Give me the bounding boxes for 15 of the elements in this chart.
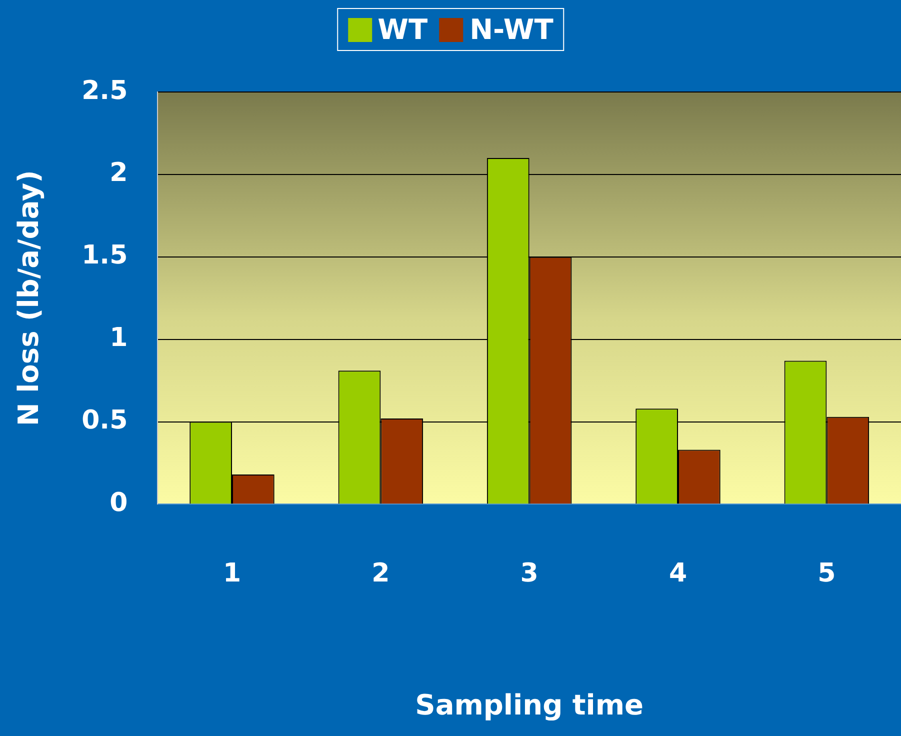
x-tick-label: 5: [818, 558, 836, 589]
y-axis-title: N loss (lb/a/day): [12, 170, 46, 426]
x-tick-label: 3: [520, 558, 538, 589]
x-tick-label: 1: [222, 558, 242, 589]
y-tick-label: 0: [110, 488, 128, 518]
x-tick-label: 4: [668, 558, 688, 589]
x-axis-title: Sampling time: [415, 688, 644, 722]
y-tick-label: 1.5: [82, 240, 128, 271]
legend-label: WT: [378, 13, 428, 46]
y-tick-label: 2: [110, 158, 128, 188]
y-tick-label: 0.5: [82, 406, 128, 436]
y-tick-label: 1: [110, 323, 128, 354]
legend-label: N-WT: [470, 13, 554, 46]
x-tick-label: 2: [372, 558, 390, 589]
y-tick-label: 2.5: [82, 76, 128, 106]
